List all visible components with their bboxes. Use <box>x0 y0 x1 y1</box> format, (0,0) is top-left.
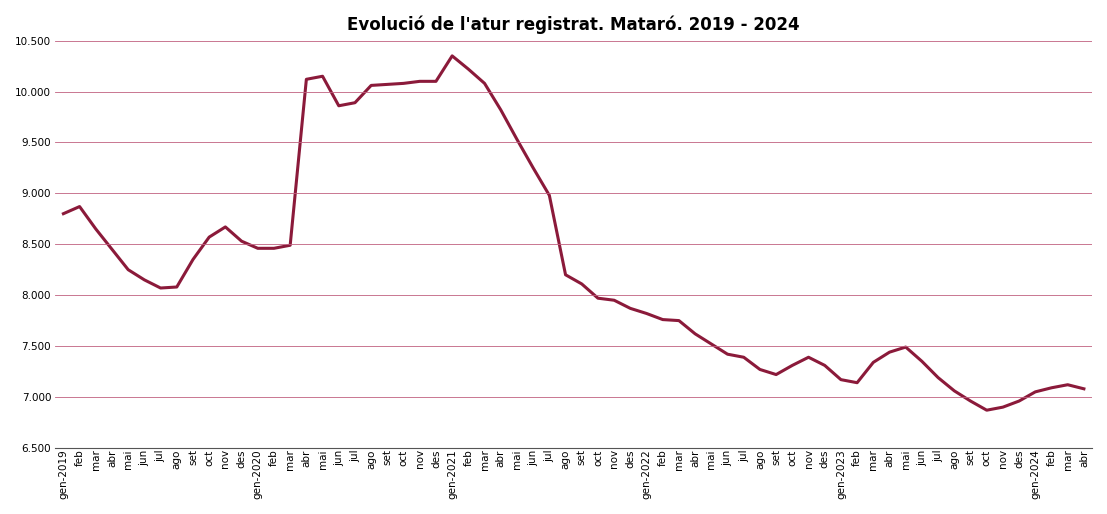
Title: Evolució de l'atur registrat. Mataró. 2019 - 2024: Evolució de l'atur registrat. Mataró. 20… <box>348 15 800 33</box>
